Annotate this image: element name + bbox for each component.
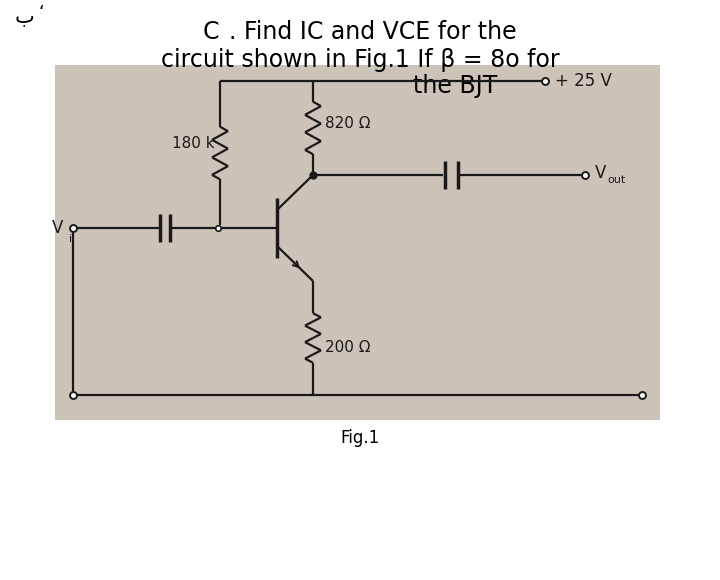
Text: V: V xyxy=(52,219,63,237)
Text: 200 Ω: 200 Ω xyxy=(325,340,371,356)
Text: ‘: ‘ xyxy=(38,4,44,22)
Bar xyxy=(55,65,660,420)
Text: out: out xyxy=(607,175,625,185)
Text: Fig.1: Fig.1 xyxy=(341,429,379,447)
Text: circuit shown in Fig.1 If β = 8o for: circuit shown in Fig.1 If β = 8o for xyxy=(161,48,559,72)
Text: 820 Ω: 820 Ω xyxy=(325,115,371,130)
Text: 180 k: 180 k xyxy=(172,136,215,150)
Text: C  . Find IC and VCE for the: C . Find IC and VCE for the xyxy=(203,20,517,44)
Text: the BJT: the BJT xyxy=(413,74,498,98)
Text: V: V xyxy=(595,164,606,182)
Text: ب: ب xyxy=(15,6,35,26)
Text: + 25 V: + 25 V xyxy=(555,72,612,90)
Text: i: i xyxy=(69,234,72,244)
